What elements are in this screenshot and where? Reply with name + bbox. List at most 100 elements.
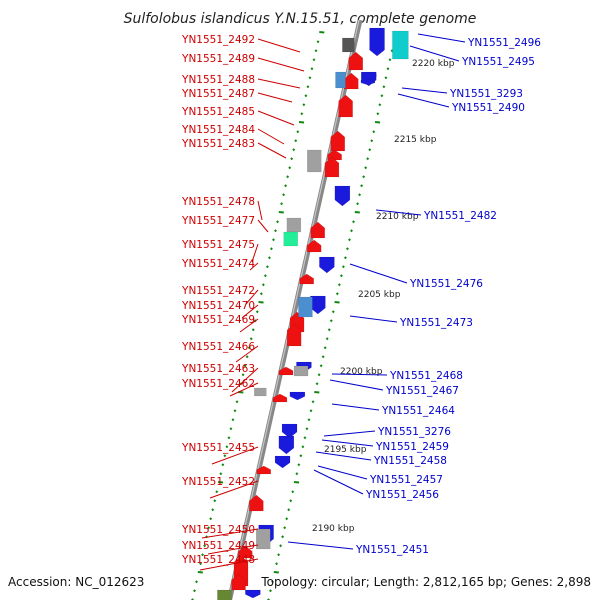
tick-mark [380,94,384,98]
tick-mark [354,211,360,214]
tick-mark [193,589,196,593]
rna-gene-box [392,30,409,60]
right-gene-label: YN1551_2495 [461,56,535,68]
tick-marks [191,31,401,600]
right-gene-label: YN1551_2473 [399,317,473,329]
tick-mark [199,562,203,566]
left-gene-label: YN1551_2452 [181,476,255,488]
right-label-leader [321,439,374,447]
right-label-leader [315,451,372,461]
tick-mark [307,418,311,422]
left-label-leader [257,57,305,72]
forward-gene-arrow [272,393,288,403]
tick-mark [201,553,205,557]
tick-mark [366,157,370,161]
forward-gene-arrow [256,465,271,475]
tick-mark [352,220,355,224]
forward-gene-arrow [278,366,294,376]
reverse-gene-arrow [334,185,351,207]
tick-mark [319,31,325,34]
tick-mark [288,166,292,170]
right-label-leader [397,93,450,108]
right-gene-label: YN1551_2457 [369,474,443,486]
tick-mark [297,463,301,467]
tick-mark [217,481,224,484]
tick-mark [229,427,233,431]
tick-mark [325,337,329,341]
forward-gene-arrow [286,323,302,347]
tick-mark [211,508,215,512]
tick-mark [279,544,283,548]
tick-mark [291,490,295,494]
tick-mark [304,94,308,98]
right-label-leader [417,33,466,43]
tick-mark [329,319,333,323]
tick-mark [337,283,341,287]
left-gene-label: YN1551_2469 [181,314,255,326]
right-label-leader [401,87,448,94]
forward-gene-arrow [324,156,340,178]
forward-gene-arrow [327,149,342,161]
left-gene-label: YN1551_2462 [181,378,255,390]
tick-mark [335,292,339,296]
reverse-gene-arrow [245,589,261,599]
pseudogene-box [254,387,267,397]
right-label-leader [317,465,368,480]
tick-mark [283,526,287,530]
left-label-leader [231,367,259,393]
tick-mark [348,238,351,242]
tick-mark [376,112,380,116]
left-gene-label: YN1551_2484 [181,124,255,136]
tick-mark [303,436,307,440]
tick-mark [298,121,305,124]
tick-mark [274,229,277,233]
left-label-leader [257,142,287,159]
tick-mark [319,364,323,368]
left-label-leader [207,544,259,555]
pseudogene-box [342,37,355,53]
tick-mark [258,301,264,304]
right-label-leader [349,315,398,323]
kbp-marker-label: 2215 kbp [394,135,437,145]
tick-mark [282,193,286,197]
tick-mark [331,310,335,314]
tick-mark [317,373,321,377]
left-gene-label: YN1551_2489 [181,53,255,65]
tick-mark [305,427,309,431]
right-label-leader [331,403,380,411]
left-label-leader [209,480,259,499]
tick-mark [271,580,274,584]
tick-mark [235,400,239,404]
pseudogene-box [307,149,322,173]
left-gene-label: YN1551_2450 [181,524,255,536]
tick-mark [263,274,267,278]
left-label-leader [201,528,259,539]
tick-mark [384,76,388,80]
left-gene-label: YN1551_2466 [181,341,255,353]
reverse-gene-arrow [360,79,376,86]
tick-mark [339,274,343,278]
tick-mark [286,175,290,179]
right-label-leader [375,209,422,216]
tick-mark [219,472,223,476]
tick-mark [259,292,263,296]
tick-mark [372,130,376,134]
right-gene-label: YN1551_2490 [451,102,525,114]
tick-mark [272,238,275,242]
rna-gene-box [283,231,298,247]
tick-mark [267,256,271,260]
tick-mark [311,400,315,404]
rna-gene-box [298,296,313,318]
tick-mark [284,184,288,188]
tick-mark [231,418,235,422]
tick-mark [299,454,303,458]
rna-gene-box [217,589,232,600]
tick-mark [265,265,269,269]
tick-mark [316,40,320,44]
tick-mark [195,580,198,584]
kbp-marker-label: 2195 kbp [324,445,367,455]
tick-mark [300,112,304,116]
right-gene-label: YN1551_2456 [365,489,439,501]
tick-mark [278,211,284,214]
reverse-gene-arrow [274,455,291,469]
